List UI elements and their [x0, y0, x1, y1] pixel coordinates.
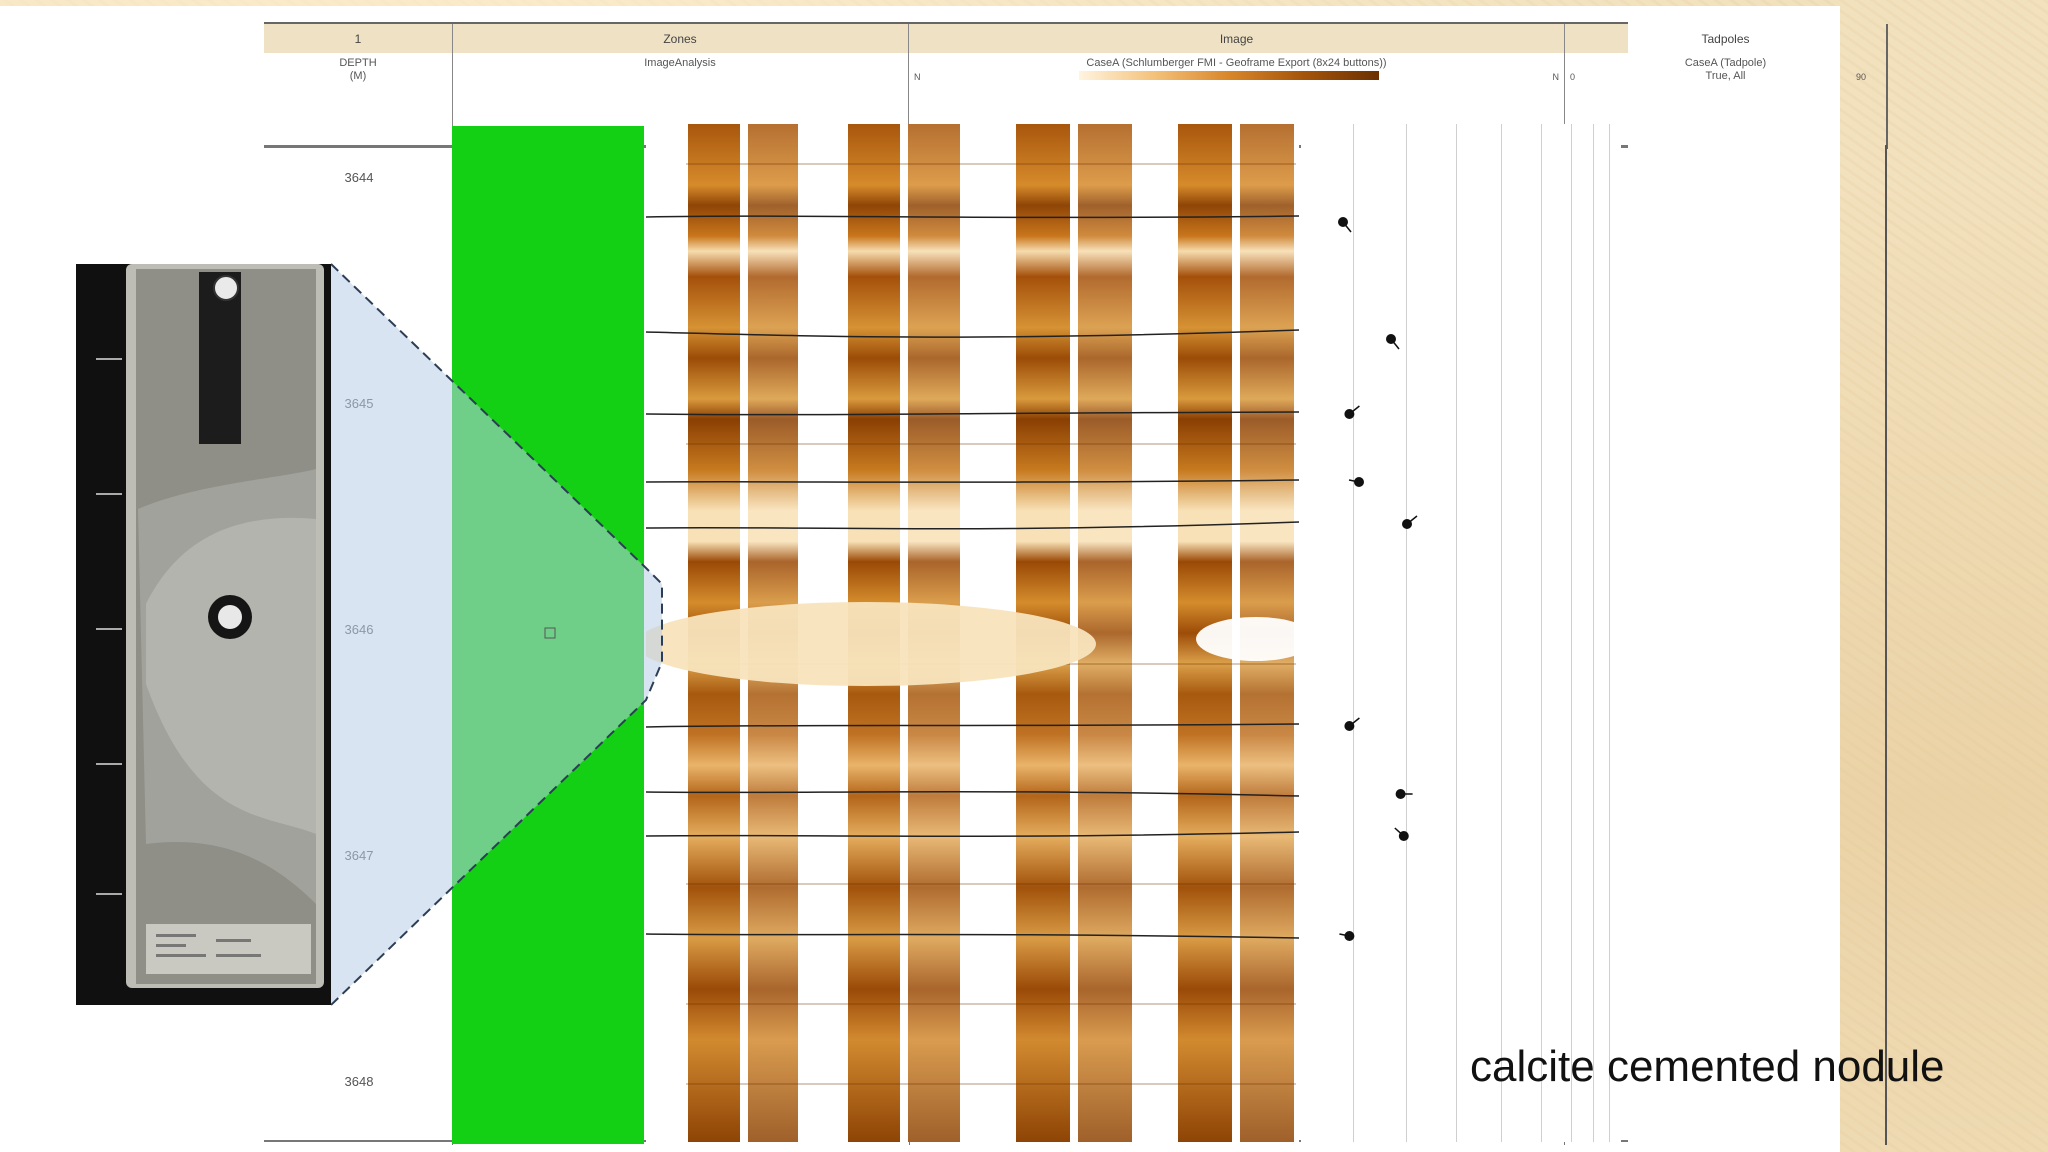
tadpole-marker [1344, 717, 1360, 731]
tadpole-scale-left: 0 [1570, 72, 1576, 82]
callout-wedge [330, 263, 663, 1006]
depth-unit: (M) [349, 70, 367, 82]
tadpole-gridline [1571, 124, 1572, 1142]
caption: calcite cemented nodule [1470, 1042, 1945, 1091]
tadpole-marker [1402, 515, 1418, 529]
borehole-image-track [646, 124, 1299, 1142]
tadpole-gridline [1353, 124, 1354, 1142]
image-scale-left: N [914, 72, 921, 82]
core-photo [76, 264, 331, 1005]
image-label: CaseA (Schlumberger FMI - Geoframe Expor… [1086, 57, 1387, 69]
tadpole-marker [1395, 789, 1413, 799]
image-colorbar [1079, 71, 1379, 80]
image-scale-right: N [1552, 72, 1560, 82]
tadpole-gridline [1541, 124, 1542, 1142]
tadpole-marker [1394, 827, 1409, 841]
image-header: CaseA (Schlumberger FMI - Geoframe Expor… [909, 53, 1565, 149]
tadpole-gridline [1406, 124, 1407, 1142]
track-title-depth: 1 [264, 24, 453, 54]
tadpole-marker [1338, 217, 1352, 233]
tadpole-label: CaseA (Tadpole) [1684, 57, 1767, 69]
tadpole-scale-right: 90 [1855, 72, 1866, 82]
track-title-tadpoles: Tadpoles [1565, 24, 1888, 54]
tadpole-marker [1339, 931, 1355, 941]
track-title-zones: Zones [452, 24, 909, 54]
depth-tick-3644: 3644 [344, 170, 374, 185]
tadpole-track [1301, 124, 1621, 1142]
track-title-image: Image [909, 24, 1565, 54]
depth-tick-3648: 3648 [344, 1074, 374, 1089]
tadpole-gridline [1456, 124, 1457, 1142]
core-photo-image [76, 264, 331, 1005]
tadpole-marker [1348, 477, 1364, 487]
tadpole-marker [1344, 405, 1360, 419]
tadpole-sublabel: True, All [1705, 70, 1746, 82]
depth-header: DEPTH (M) [264, 53, 453, 149]
tadpole-gridline [1593, 124, 1594, 1142]
tadpole-gridline [1609, 124, 1610, 1142]
depth-label: DEPTH [339, 57, 377, 69]
zones-header: ImageAnalysis [452, 53, 909, 149]
track-divider [1885, 145, 1887, 1145]
borehole-image [646, 124, 1299, 1142]
tadpole-gridline [1501, 124, 1502, 1142]
tadpole-plot [1338, 217, 1418, 941]
tadpole-header: CaseA (Tadpole) True, All 0 90 [1565, 53, 1888, 149]
tadpole-marker [1386, 334, 1400, 350]
zones-label: ImageAnalysis [644, 57, 716, 69]
